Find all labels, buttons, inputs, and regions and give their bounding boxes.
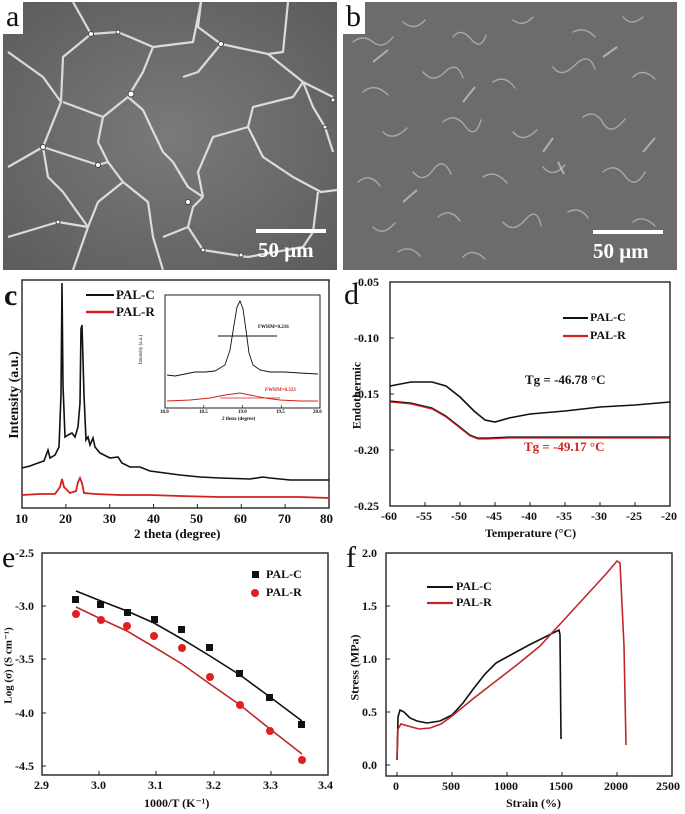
scale-bar-a: [256, 229, 326, 233]
legend-label-pal-r: PAL-R: [456, 595, 492, 609]
x-tick-2500: 2500: [656, 779, 680, 793]
x-tick-m30: -30: [591, 509, 607, 523]
y-tick-0: 2.0: [362, 546, 377, 560]
inset-x-tick-0: 18.0: [160, 410, 169, 415]
x-tick-3: 3.2: [206, 778, 221, 792]
x-tick-m20: -20: [661, 509, 677, 523]
x-tick-m40: -40: [521, 509, 537, 523]
x-tick-m25: -25: [626, 509, 642, 523]
sem-image-a: a 50 μm: [3, 2, 337, 270]
x-tick-2000: 2000: [604, 779, 628, 793]
x-tick-5: 3.4: [318, 778, 333, 792]
y-tick-0: -2.5: [15, 546, 34, 560]
x-tick-1500: 1500: [549, 779, 573, 793]
x-tick-30: 30: [103, 511, 116, 526]
y-tick-1: -0.10: [354, 331, 379, 345]
x-tick-4: 3.3: [263, 778, 278, 792]
y-tick-0: -0.05: [354, 275, 379, 289]
x-tick-2: 3.1: [148, 778, 163, 792]
y-axis-label-c: Intensity (a.u.): [7, 351, 22, 439]
x-tick-0: 2.9: [34, 778, 49, 792]
conductivity-chart-e: e PAL-C PAL-R -2.5 -3.0 -3.5 -4.0 -4.5 L…: [0, 541, 340, 814]
sem-texture-a: [3, 2, 337, 270]
y-tick-3: 0.5: [362, 705, 377, 719]
sem-image-b: b 50 μm: [343, 2, 677, 270]
panel-label-b: b: [343, 2, 365, 34]
x-tick-0: 0: [393, 779, 399, 793]
legend-label-pal-r: PAL-R: [590, 328, 626, 342]
y-axis-label-d: Endothermic: [349, 361, 364, 430]
y-tick-2: -3.5: [15, 652, 34, 666]
panel-label-c: c: [4, 279, 18, 312]
inset-x-tick-1: 18.5: [199, 410, 208, 415]
y-tick-4: -4.5: [15, 759, 34, 773]
x-tick-m55: -55: [416, 509, 432, 523]
tg-annotation-pal-c: Tg = -46.78 °C: [525, 372, 606, 387]
x-tick-80: 80: [320, 511, 333, 526]
dsc-chart-d: d PAL-C PAL-R Tg = -46.78 °C Tg = -49.17…: [340, 275, 685, 545]
stress-strain-plot-area: [385, 552, 673, 777]
y-tick-2: 1.0: [362, 652, 377, 666]
x-tick-50: 50: [190, 511, 203, 526]
x-tick-40: 40: [147, 511, 160, 526]
conductivity-plot-area: [41, 552, 329, 776]
y-tick-2: -0.15: [354, 387, 379, 401]
y-tick-4: 0.0: [362, 758, 377, 772]
inset-annotation-fwhm-c: FWHM=0.216: [258, 325, 289, 330]
legend-label-pal-c: PAL-C: [116, 287, 155, 302]
legend-label-pal-r: PAL-R: [116, 304, 155, 319]
xrd-plot-area: [21, 279, 330, 509]
dsc-plot-area: [389, 281, 671, 507]
inset-x-label: 2 theta (degree): [222, 417, 256, 422]
inset-x-tick-3: 19.5: [276, 410, 285, 415]
legend-label-pal-r: PAL-R: [266, 585, 302, 599]
x-tick-m45: -45: [486, 509, 502, 523]
y-tick-1: -3.0: [15, 599, 34, 613]
panel-label-a: a: [3, 2, 24, 34]
x-axis-label-c: 2 theta (degree): [134, 526, 221, 541]
panel-label-d: d: [344, 278, 359, 311]
x-tick-70: 70: [278, 511, 291, 526]
y-tick-3: -0.20: [354, 443, 379, 457]
x-tick-10: 10: [15, 511, 28, 526]
legend-label-pal-c: PAL-C: [456, 579, 492, 593]
x-tick-m35: -35: [556, 509, 572, 523]
x-tick-m50: -50: [451, 509, 467, 523]
scale-label-a: 50 μm: [258, 238, 314, 262]
y-tick-1: 1.5: [362, 599, 377, 613]
inset-annotation-fwhm-r: FWHM=0.323: [265, 388, 296, 393]
scale-bar-b: [593, 230, 663, 234]
y-tick-3: -4.0: [15, 706, 34, 720]
inset-y-label: Intensity (a.u.): [139, 334, 145, 365]
panel-label-e: e: [2, 541, 16, 574]
scale-label-b: 50 μm: [593, 239, 649, 263]
sem-texture-b: [343, 2, 677, 270]
x-tick-1000: 1000: [494, 779, 518, 793]
panel-label-f: f: [346, 541, 356, 574]
x-tick-1: 3.0: [91, 778, 106, 792]
x-tick-60: 60: [234, 511, 247, 526]
xrd-chart-c: c PAL-C PAL-R FWHM=0.216 FWHM=0.323 Inte…: [0, 275, 340, 545]
x-axis-label-d: Temperature (°C): [485, 526, 577, 540]
x-axis-label-f: Strain (%): [506, 796, 561, 810]
legend-label-pal-c: PAL-C: [266, 567, 302, 581]
stress-strain-chart-f: f PAL-C PAL-R 2.0 1.5 1.0 0.5 0.0 Stress…: [340, 541, 685, 814]
inset-x-tick-4: 20.0: [313, 410, 322, 415]
y-tick-4: -0.25: [354, 499, 379, 513]
xrd-inset: [164, 294, 321, 409]
inset-x-tick-2: 19.0: [238, 410, 247, 415]
legend-label-pal-c: PAL-C: [590, 310, 626, 324]
tg-annotation-pal-r: Tg = -49.17 °C: [524, 439, 605, 454]
x-tick-20: 20: [59, 511, 72, 526]
y-axis-label-f: Stress (MPa): [347, 634, 362, 701]
x-tick-500: 500: [442, 779, 460, 793]
y-axis-label-e: Log (σ) (S cm⁻¹): [2, 627, 15, 704]
x-tick-m60: -60: [381, 509, 397, 523]
x-axis-label-e: 1000/T (K⁻¹): [144, 796, 210, 810]
